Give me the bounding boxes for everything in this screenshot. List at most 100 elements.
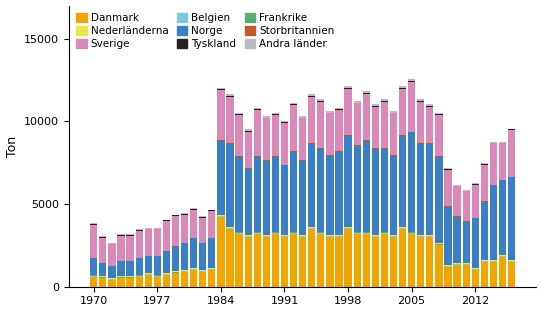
Bar <box>90 224 98 225</box>
Bar <box>154 229 161 230</box>
Bar <box>217 140 224 141</box>
Bar <box>462 222 470 263</box>
Bar <box>426 236 434 237</box>
Bar <box>290 232 297 233</box>
Bar <box>145 256 152 273</box>
Bar <box>435 245 442 287</box>
Bar <box>235 156 243 157</box>
Bar <box>190 238 197 268</box>
Bar <box>454 217 461 263</box>
Bar <box>181 272 188 287</box>
Bar <box>408 81 415 82</box>
Bar <box>227 97 234 143</box>
Bar <box>254 233 261 234</box>
Bar <box>163 221 170 251</box>
Bar <box>235 114 243 115</box>
Bar <box>235 233 243 234</box>
Bar <box>417 102 424 143</box>
Bar <box>163 220 170 221</box>
Bar <box>317 234 325 287</box>
Bar <box>344 136 352 227</box>
Bar <box>263 235 270 236</box>
Bar <box>344 89 352 135</box>
Bar <box>90 225 98 258</box>
Bar <box>426 106 434 107</box>
Bar <box>335 152 343 235</box>
Bar <box>227 96 234 97</box>
Bar <box>363 141 370 232</box>
Bar <box>317 99 325 101</box>
Bar <box>353 104 361 145</box>
Bar <box>263 116 270 118</box>
Bar <box>190 270 197 287</box>
Bar <box>199 272 207 287</box>
Bar <box>126 278 134 287</box>
Bar <box>344 228 352 229</box>
Bar <box>299 118 306 160</box>
Bar <box>462 190 470 191</box>
Bar <box>508 260 515 261</box>
Bar <box>390 155 397 156</box>
Bar <box>335 108 343 109</box>
Bar <box>381 148 388 149</box>
Bar <box>227 228 234 229</box>
Bar <box>399 86 406 88</box>
Bar <box>417 143 424 144</box>
Bar <box>490 262 497 287</box>
Bar <box>299 160 306 161</box>
Bar <box>381 233 388 234</box>
Bar <box>208 210 215 211</box>
Bar <box>454 264 461 265</box>
Bar <box>417 144 424 235</box>
Bar <box>299 116 306 118</box>
Bar <box>217 217 224 287</box>
Bar <box>435 244 442 245</box>
Bar <box>117 276 125 277</box>
Bar <box>308 144 315 227</box>
Bar <box>462 191 470 192</box>
Bar <box>399 227 406 228</box>
Bar <box>363 93 370 94</box>
Bar <box>454 216 461 217</box>
Bar <box>281 123 288 165</box>
Bar <box>372 148 379 149</box>
Bar <box>481 163 488 164</box>
Bar <box>281 235 288 236</box>
Bar <box>426 235 434 236</box>
Bar <box>308 229 315 287</box>
Bar <box>136 258 143 275</box>
Bar <box>199 216 207 217</box>
Bar <box>326 237 333 287</box>
Bar <box>435 156 442 157</box>
Bar <box>462 264 470 265</box>
Bar <box>444 206 451 207</box>
Bar <box>163 274 170 275</box>
Bar <box>444 266 451 267</box>
Bar <box>454 185 461 186</box>
Bar <box>263 236 270 237</box>
Bar <box>154 277 161 287</box>
Bar <box>454 265 461 287</box>
Bar <box>254 109 261 110</box>
Bar <box>227 227 234 228</box>
Bar <box>190 269 197 270</box>
Bar <box>99 237 106 238</box>
Bar <box>99 276 106 277</box>
Bar <box>108 278 115 279</box>
Bar <box>454 187 461 216</box>
Bar <box>190 209 197 210</box>
Bar <box>499 256 506 257</box>
Bar <box>308 143 315 144</box>
Bar <box>444 169 451 170</box>
Bar <box>381 102 388 148</box>
Bar <box>299 235 306 236</box>
Bar <box>435 243 442 244</box>
Bar <box>117 278 125 287</box>
Bar <box>272 113 279 114</box>
Bar <box>508 130 515 177</box>
Bar <box>272 156 279 157</box>
Bar <box>335 151 343 152</box>
Bar <box>444 265 451 266</box>
Bar <box>399 135 406 136</box>
Bar <box>472 183 479 184</box>
